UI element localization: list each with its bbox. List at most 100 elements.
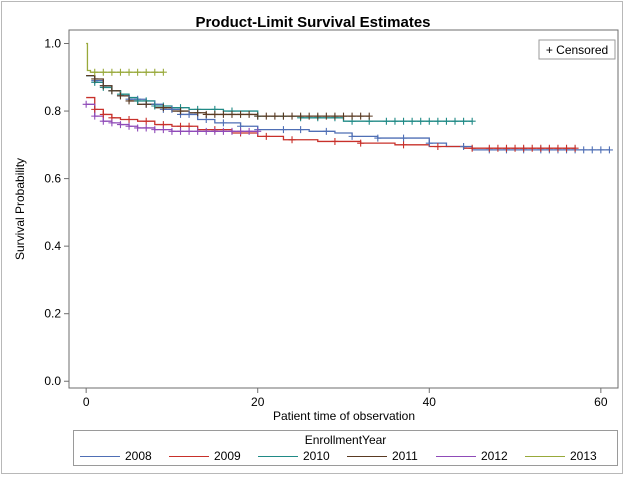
censor-mark-2010 (382, 117, 390, 125)
legend-item-2013: 2013 (525, 449, 614, 463)
legend-item-2009: 2009 (169, 449, 258, 463)
legend-swatch (258, 455, 298, 457)
censor-mark-2011 (288, 112, 296, 120)
censor-mark-2009 (91, 105, 99, 113)
series-line-2010 (86, 74, 473, 122)
censor-mark-2011 (194, 109, 202, 117)
legend-label: 2009 (214, 449, 241, 463)
censor-mark-2008 (219, 119, 227, 127)
y-axis-label: Survival Probability (13, 158, 27, 260)
censor-mark-2012 (228, 127, 236, 135)
censor-mark-2009 (434, 143, 442, 151)
censor-mark-2011 (99, 82, 107, 90)
censor-mark-2011 (322, 112, 330, 120)
y-tick-label: 0.4 (44, 239, 61, 253)
legend-item-2012: 2012 (436, 449, 525, 463)
censor-mark-2009 (288, 136, 296, 144)
censor-mark-2008 (348, 132, 356, 140)
censor-mark-2009 (563, 144, 571, 152)
censor-mark-2009 (400, 141, 408, 149)
censor-mark-2008 (297, 126, 305, 134)
censor-mark-2012 (194, 127, 202, 135)
legend-swatch (525, 455, 565, 457)
y-tick-label: 0.0 (44, 374, 61, 388)
censor-mark-2011 (305, 112, 313, 120)
censor-mark-2011 (365, 112, 373, 120)
censor-mark-2011 (177, 107, 185, 115)
censor-mark-2011 (331, 112, 339, 120)
legend-swatch (347, 455, 387, 457)
legend-label: 2008 (125, 449, 152, 463)
censor-mark-2011 (91, 75, 99, 83)
censor-mark-2012 (211, 127, 219, 135)
censor-mark-2012 (237, 127, 245, 135)
censor-mark-2011 (159, 104, 167, 112)
censor-mark-2012 (134, 124, 142, 132)
legend-title: EnrollmentYear (304, 433, 387, 447)
censor-mark-2011 (314, 112, 322, 120)
censor-mark-2009 (331, 137, 339, 145)
censor-mark-2011 (142, 100, 150, 108)
censor-mark-2013 (99, 68, 107, 76)
censor-mark-2012 (185, 127, 193, 135)
censor-mark-2009 (125, 116, 133, 123)
censor-mark-2012 (202, 127, 210, 135)
censor-mark-2011 (211, 110, 219, 118)
censor-mark-2012 (91, 112, 99, 120)
censor-mark-2008 (185, 110, 193, 118)
censor-mark-2012 (254, 127, 262, 135)
x-tick-label: 40 (423, 395, 437, 409)
censored-legend-box (538, 39, 616, 60)
censor-mark-2013 (91, 68, 99, 76)
censor-mark-2012 (99, 117, 107, 125)
censor-mark-2009 (468, 144, 476, 152)
series-line-2008 (86, 74, 610, 151)
censor-mark-2010 (460, 117, 468, 125)
censor-mark-2008 (322, 127, 330, 135)
censor-mark-2008 (605, 146, 613, 154)
censor-mark-2009 (528, 144, 536, 152)
censor-mark-2013 (142, 68, 150, 76)
censor-mark-2008 (168, 105, 176, 113)
censor-mark-2009 (520, 144, 528, 152)
censor-mark-2011 (262, 112, 270, 120)
y-tick-label: 0.2 (44, 307, 61, 321)
censor-mark-2011 (348, 112, 356, 120)
censor-mark-2012 (168, 127, 176, 135)
legend-swatch (169, 455, 209, 457)
censor-mark-2008 (597, 146, 605, 154)
x-tick-label: 0 (83, 395, 90, 409)
censor-mark-2010 (391, 117, 399, 125)
censor-mark-2009 (511, 144, 519, 152)
censor-mark-2013 (159, 68, 167, 76)
censor-mark-2008 (460, 143, 468, 151)
censor-mark-2012 (177, 127, 185, 135)
censor-mark-2011 (237, 110, 245, 118)
legend-item-2011: 2011 (347, 449, 436, 463)
censor-mark-2011 (125, 97, 133, 105)
censor-mark-2012 (108, 119, 116, 127)
censor-mark-2010 (408, 117, 416, 125)
censor-mark-2009 (545, 144, 553, 152)
censor-mark-2012 (125, 122, 133, 130)
censor-mark-2008 (279, 126, 287, 134)
chart-title: Product-Limit Survival Estimates (195, 14, 431, 31)
censor-mark-2011 (279, 112, 287, 120)
censor-mark-2011 (202, 110, 210, 118)
censor-mark-2010 (434, 117, 442, 125)
censor-mark-2010 (151, 102, 159, 110)
legend-item-2008: 2008 (80, 449, 169, 463)
legend-label: 2012 (481, 449, 508, 463)
censor-mark-2009 (357, 139, 365, 147)
legend-label: 2011 (392, 449, 418, 463)
legend-item-2010: 2010 (258, 449, 347, 463)
legend-swatch (436, 455, 476, 457)
censor-mark-2012 (142, 124, 150, 132)
censor-mark-2011 (228, 110, 236, 118)
censor-mark-2012 (219, 127, 227, 135)
censor-mark-2010 (468, 117, 476, 125)
censor-mark-2012 (116, 121, 124, 129)
censor-mark-2008 (374, 134, 382, 142)
